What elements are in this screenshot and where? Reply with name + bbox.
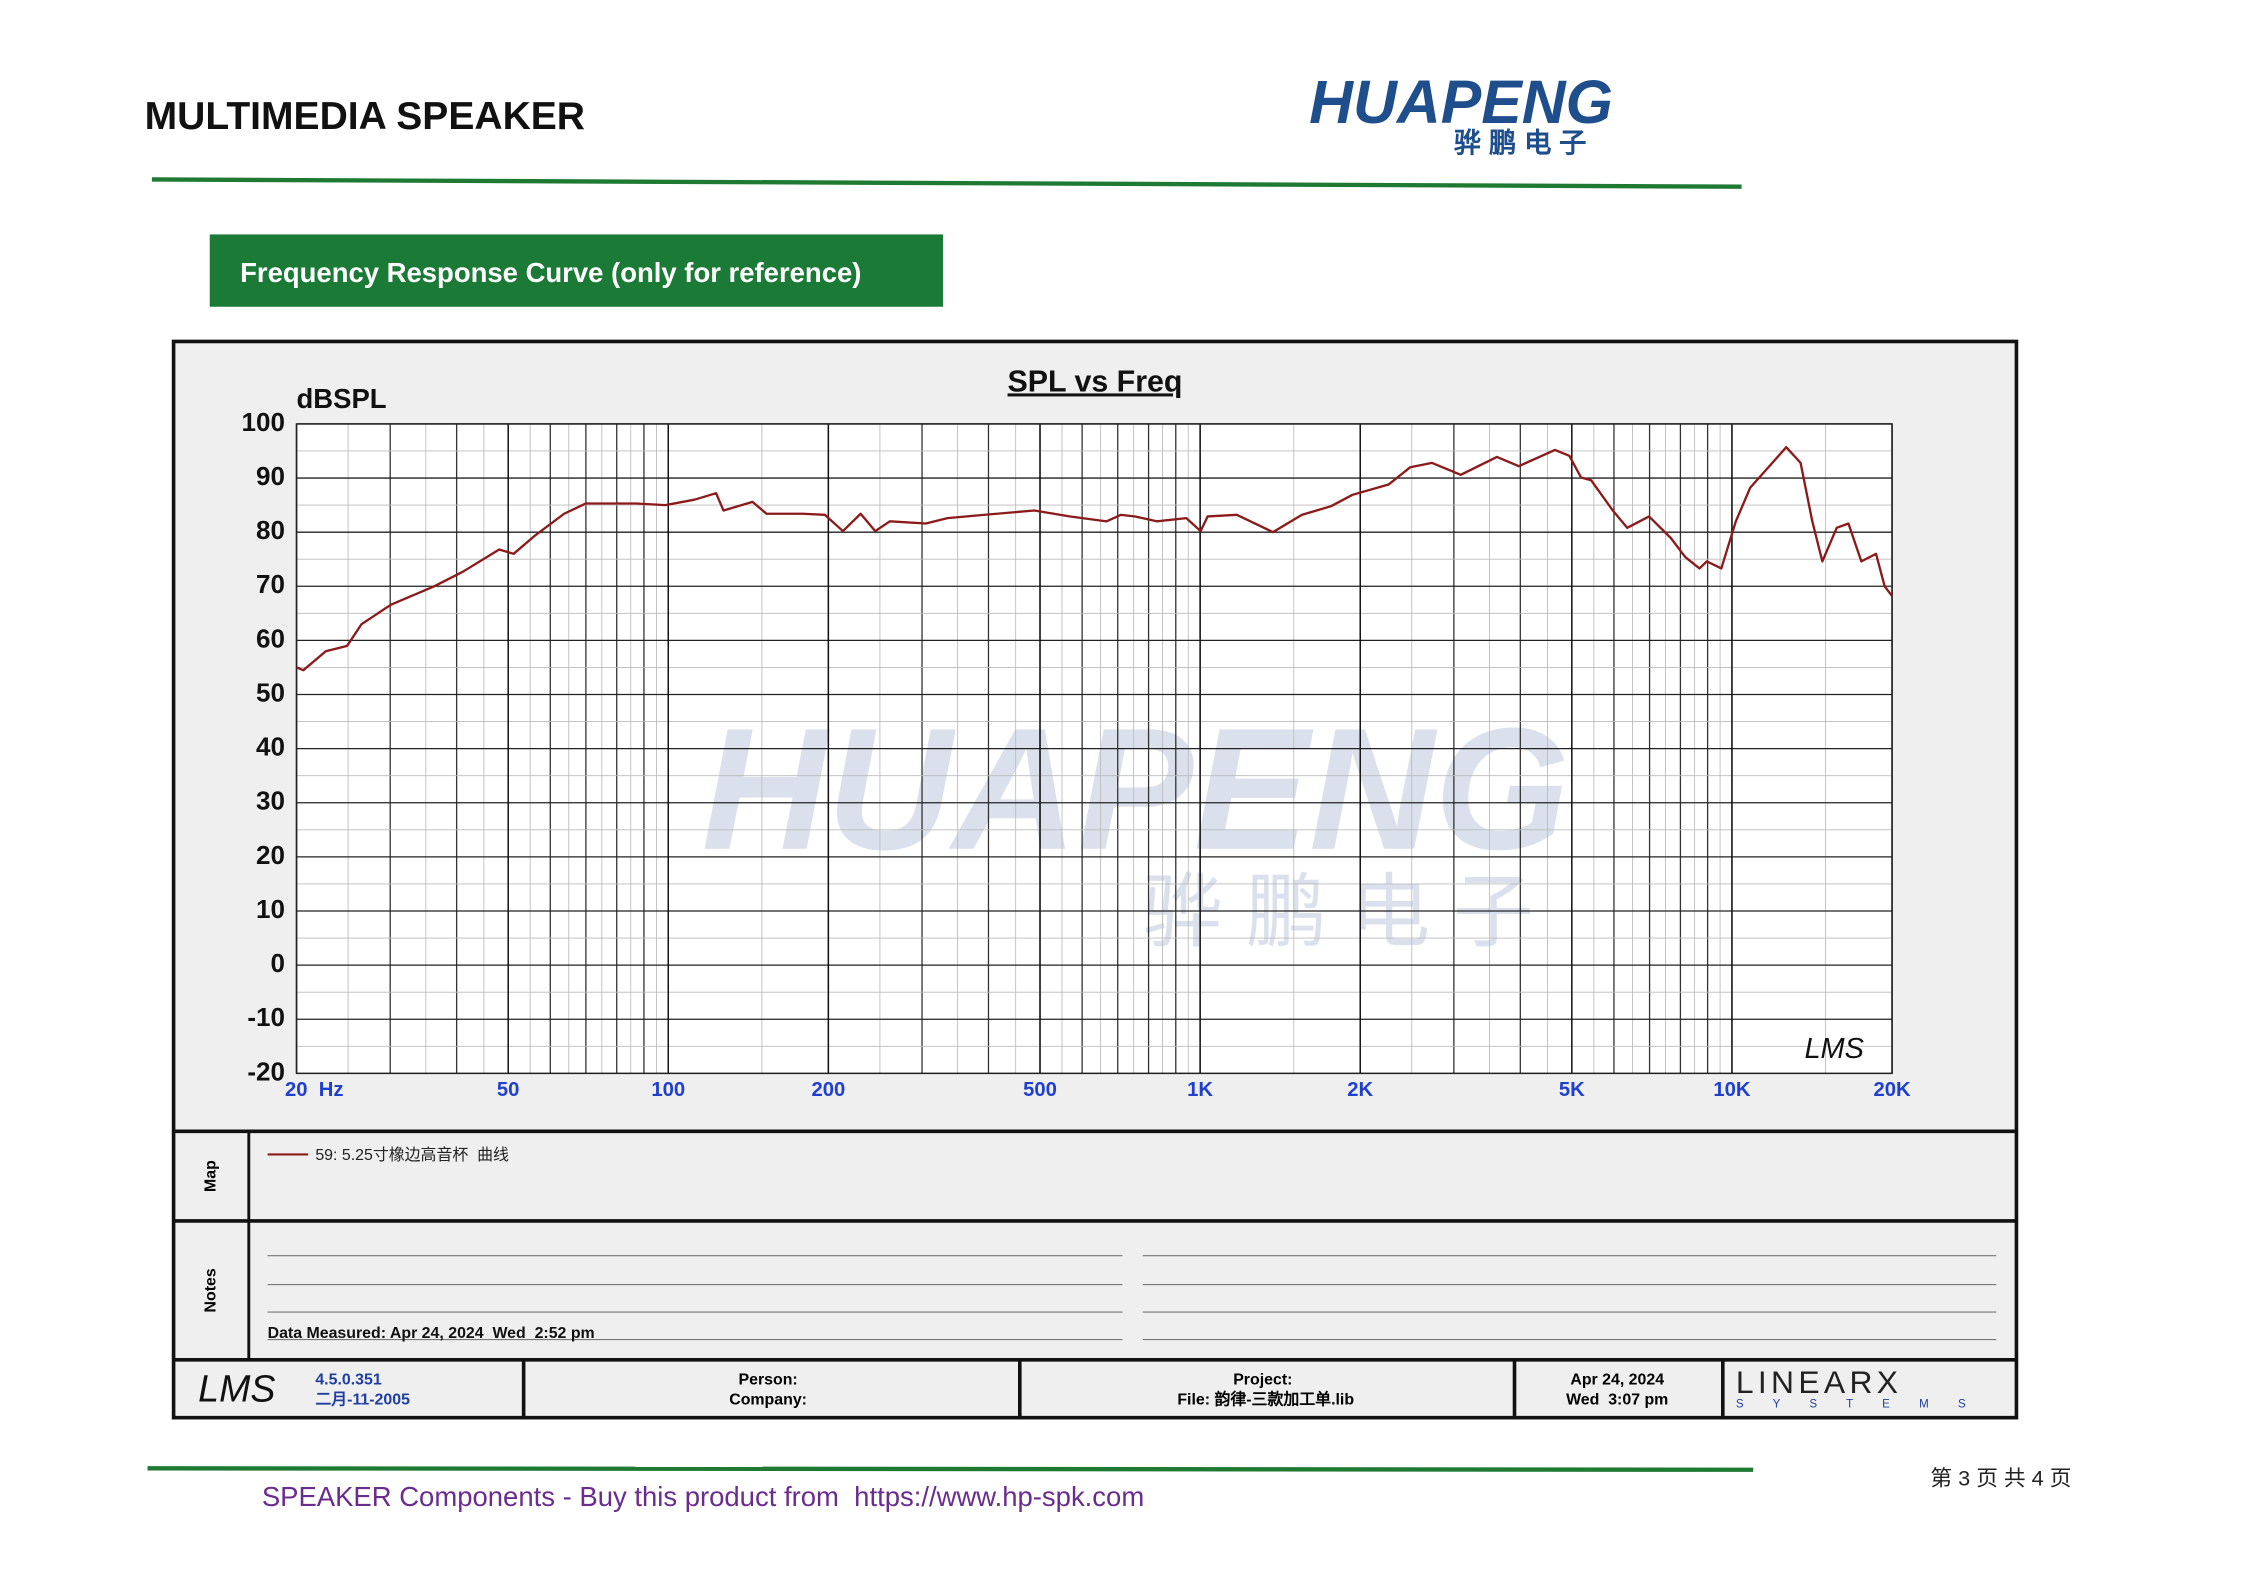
x-tick-label: 500: [1023, 1079, 1057, 1101]
page-number: 第 3 页 共 4 页: [1930, 1466, 2071, 1491]
logo-cn: 骅 鹏 电 子: [1454, 127, 1587, 158]
plot-border: [295, 423, 1893, 1075]
time: Wed 3:07 pm: [1566, 1392, 1668, 1409]
y-tick-label: 100: [242, 407, 285, 437]
x-tick-label: 10K: [1713, 1079, 1751, 1101]
x-tick-label: 50: [497, 1079, 520, 1101]
y-tick-label: 30: [256, 786, 285, 816]
y-tick-label: 90: [256, 461, 285, 491]
y-tick-label: 50: [256, 677, 285, 707]
footer-text: SPEAKER Components - Buy this product fr…: [262, 1481, 1144, 1512]
x-tick-label: 100: [651, 1079, 685, 1101]
header-rule: [151, 177, 1742, 189]
watermark-cn: 骅 鹏 电 子: [1142, 868, 1534, 958]
project: Project:: [1233, 1371, 1292, 1388]
section-title: Frequency Response Curve (only for refer…: [240, 257, 861, 288]
header-title: MULTIMEDIA SPEAKER: [145, 95, 585, 138]
section-box: [209, 234, 944, 307]
x-tick-label: 5K: [1559, 1079, 1585, 1101]
x-tick-label: 1K: [1187, 1079, 1213, 1101]
lms-logo: LMS: [198, 1368, 275, 1410]
company: Company:: [729, 1392, 807, 1409]
y-tick-label: 0: [270, 948, 284, 978]
y-tick-label: 20: [256, 840, 285, 870]
logo: HUAPENG: [1309, 68, 1613, 136]
info-dividers: [521, 1359, 1725, 1418]
y-tick-label: -20: [247, 1056, 285, 1086]
y-tick-label: 40: [256, 732, 285, 762]
y-tick-label: 70: [256, 569, 285, 599]
series-line: [296, 446, 1893, 672]
x-tick-label: 2K: [1347, 1079, 1373, 1101]
y-tick-label: -10: [247, 1002, 285, 1032]
watermark: HUAPENG: [702, 692, 1570, 886]
date: Apr 24, 2024: [1570, 1371, 1664, 1388]
y-tick-label: 10: [256, 894, 285, 924]
note-lines: [267, 1255, 1997, 1341]
notes-measured: Data Measured: Apr 24, 2024 Wed 2:52 pm: [268, 1325, 595, 1342]
version: 4.5.0.351: [315, 1371, 381, 1388]
x-tick-label: 200: [811, 1079, 845, 1101]
chart-title: SPL vs Freq: [1008, 365, 1183, 398]
x-tick-label: 20 Hz: [285, 1079, 344, 1101]
x-tick-label: 20K: [1873, 1079, 1911, 1101]
version-date: 二月-11-2005: [315, 1391, 410, 1409]
brand-mark: LMS: [1804, 1033, 1863, 1065]
footer-rule: [147, 1466, 1754, 1472]
brand-sub: S Y S T E M S: [1736, 1399, 1979, 1411]
y-tick-label: 80: [256, 515, 285, 545]
file: File: 韵律-三款加工单.lib: [1177, 1390, 1354, 1409]
notes-label: Notes: [202, 1268, 219, 1312]
y-axis-label: dBSPL: [297, 383, 387, 414]
y-tick-label: 60: [256, 623, 285, 653]
brand: LINEARX: [1736, 1364, 1903, 1400]
legend-label: 59: 5.25寸橡边高音杯 曲线: [315, 1146, 509, 1164]
person: Person:: [738, 1371, 797, 1388]
map-label: Map: [202, 1160, 219, 1192]
